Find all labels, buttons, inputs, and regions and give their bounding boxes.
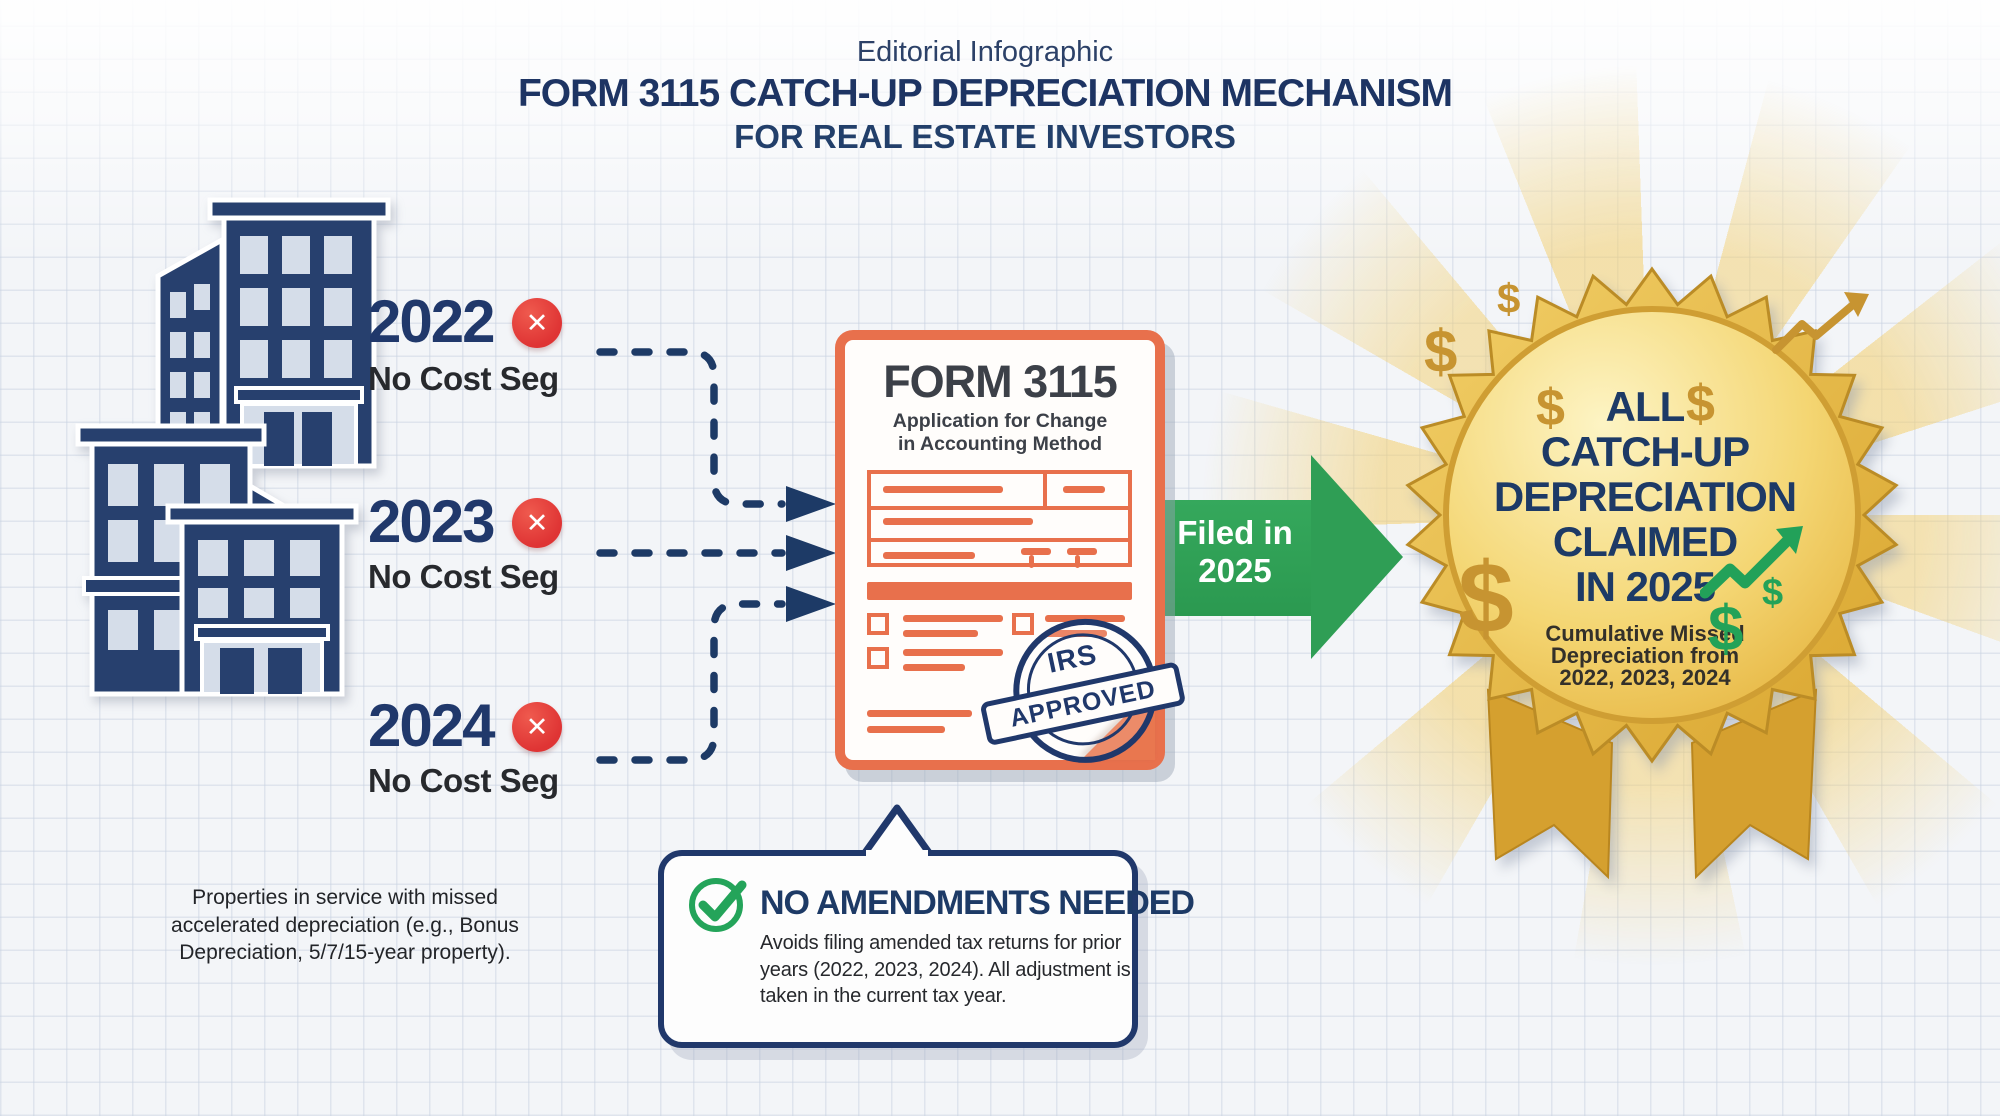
form-subtitle: Application for Change in Accounting Met… <box>845 410 1155 457</box>
filed-arrow-label: Filed in 2025 <box>1160 514 1310 590</box>
status-2023: No Cost Seg <box>368 558 559 595</box>
badge-ribbons <box>1486 688 1818 880</box>
x-circle-icon: ✕ <box>512 702 562 752</box>
irs-approved-stamp: IRS APPROVED <box>973 602 1188 778</box>
x-circle-icon: ✕ <box>512 498 562 548</box>
badge-line-3: DEPRECIATION <box>1493 473 1797 520</box>
badge-line-2: CATCH-UP <box>1540 428 1750 475</box>
green-check-icon <box>689 878 747 932</box>
buildings-illustration <box>75 197 391 697</box>
badge-subline-1: Cumulative Missed <box>1545 621 1745 646</box>
dollar-icon: $ <box>1424 318 1458 385</box>
green-trend-arrow-icon <box>1700 526 1803 599</box>
year-label-2022: 2022 <box>368 288 495 355</box>
dollar-icon: $ <box>1497 275 1521 322</box>
form-table <box>867 470 1132 568</box>
dollar-icon: $ <box>1686 375 1715 433</box>
form-subtitle-line2: in Accounting Method <box>898 433 1102 456</box>
status-2022: No Cost Seg <box>368 360 559 397</box>
badge-subline-3: 2022, 2023, 2024 <box>1559 665 1731 690</box>
callout-pointer <box>861 804 933 856</box>
filed-arrow-tail <box>1150 500 1312 616</box>
badge-text: ALL CATCH-UP DEPRECIATION CLAIMED IN 202… <box>1445 384 1845 689</box>
form-checkbox <box>867 613 889 635</box>
dollar-icon: $ <box>1458 542 1514 654</box>
badge-line-5: IN 2025 <box>1574 563 1716 610</box>
callout-title: NO AMENDMENTS NEEDED <box>760 884 1195 922</box>
x-glyph: ✕ <box>525 507 549 538</box>
x-circle-icon: ✕ <box>512 298 562 348</box>
x-glyph: ✕ <box>525 711 549 742</box>
dollar-icon: $ <box>1536 379 1565 437</box>
badge-subline-2: Depreciation from <box>1550 643 1740 668</box>
form-section-bar <box>867 582 1132 600</box>
filed-arrow-line2: 2025 <box>1198 551 1272 589</box>
page-title: FORM 3115 CATCH-UP DEPRECIATION MECHANIS… <box>517 72 1453 115</box>
gold-trend-arrow-icon <box>1772 292 1869 354</box>
filed-arrow-line1: Filed in <box>1177 514 1293 551</box>
form-checkbox <box>867 647 889 669</box>
page-subtitle: FOR REAL ESTATE INVESTORS <box>734 118 1236 155</box>
x-glyph: ✕ <box>525 307 549 338</box>
form-3115-document: FORM 3115 Application for Change in Acco… <box>835 330 1187 777</box>
year-label-2023: 2023 <box>368 488 495 555</box>
header-kicker: Editorial Infographic <box>856 36 1114 68</box>
badge-line-1: ALL <box>1605 383 1686 430</box>
properties-caption: Properties in service with missed accele… <box>171 886 519 965</box>
year-label-2024: 2024 <box>368 692 495 759</box>
dollar-icon-green: $ <box>1708 592 1744 664</box>
dollar-icon-green: $ <box>1762 572 1784 614</box>
form-title: FORM 3115 <box>883 356 1118 407</box>
status-2024: No Cost Seg <box>368 762 559 799</box>
gold-badge <box>1405 266 1899 880</box>
callout-body: Avoids filing amended tax returns for pr… <box>760 932 1131 1008</box>
form-subtitle-line1: Application for Change <box>892 410 1108 432</box>
form-checkbox <box>1012 613 1034 635</box>
filed-arrow-head <box>1311 455 1403 659</box>
badge-line-4: CLAIMED <box>1552 518 1738 565</box>
